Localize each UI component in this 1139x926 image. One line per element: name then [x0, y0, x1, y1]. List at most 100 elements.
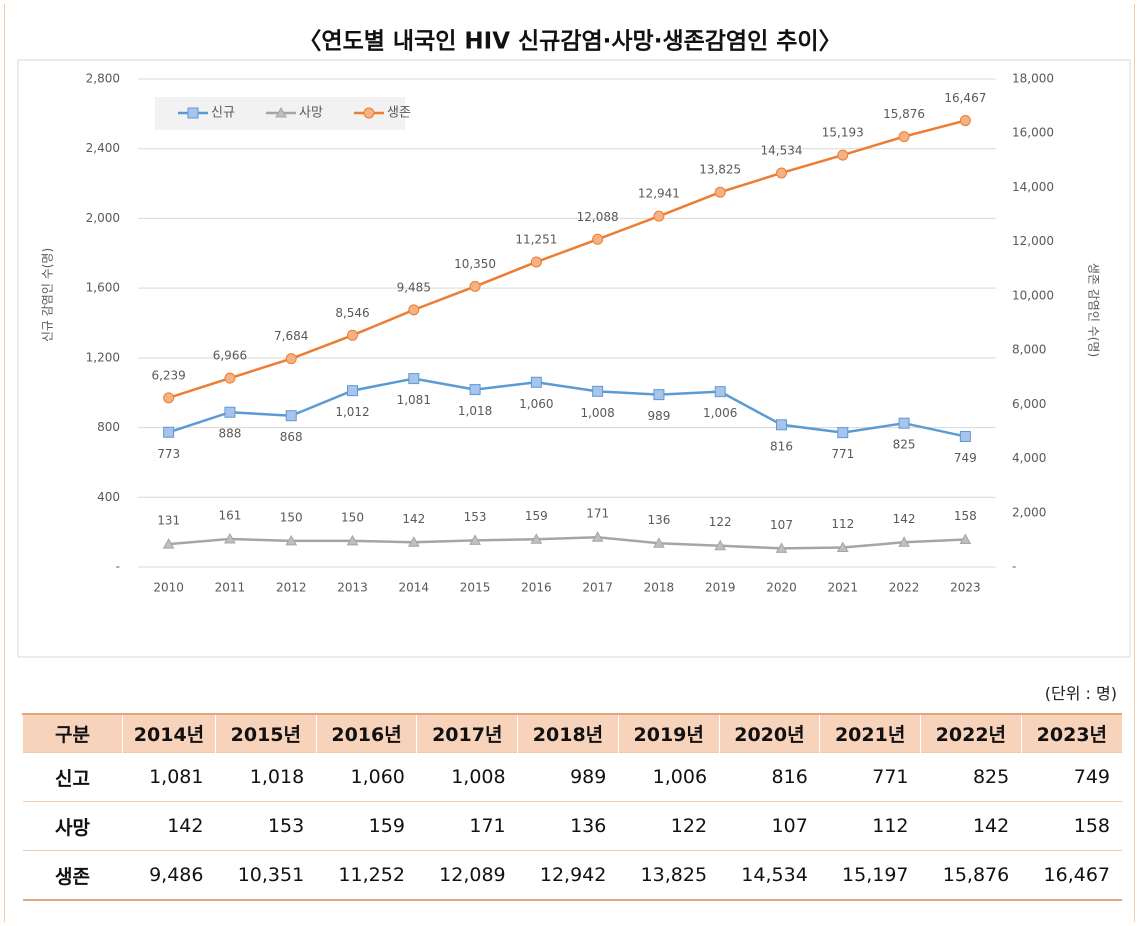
- chart-area: [17, 59, 1131, 658]
- cell: 158: [1021, 801, 1122, 851]
- header-cell: 2017년: [416, 714, 518, 753]
- y-tick-label: 2,800: [86, 72, 120, 86]
- header-cell: 2015년: [214, 714, 317, 753]
- legend-marker: [187, 107, 199, 119]
- data-label: 13,825: [699, 163, 741, 177]
- marker: [592, 385, 604, 397]
- cell: 16,467: [1021, 850, 1122, 900]
- chart-title: 〈연도별 내국인 HIV 신규감염·사망·생존감염인 추이〉: [298, 29, 841, 55]
- marker: [898, 131, 910, 143]
- data-label: 11,251: [515, 232, 557, 246]
- marker: [714, 386, 726, 398]
- marker: [836, 541, 849, 552]
- header-cell: 구분: [22, 714, 123, 753]
- cell: 749: [1021, 752, 1122, 802]
- marker: [408, 304, 420, 316]
- cell: 142: [920, 801, 1022, 851]
- marker: [469, 384, 481, 396]
- data-label: 107: [770, 518, 793, 532]
- marker: [224, 532, 236, 544]
- x-tick-label: 2015: [460, 581, 491, 595]
- marker: [285, 410, 297, 422]
- cell: 9,486: [122, 850, 216, 900]
- header-cell: 2018년: [517, 714, 619, 753]
- y2-tick-label: -: [1012, 560, 1016, 574]
- marker: [837, 427, 849, 439]
- data-label: 773: [157, 447, 180, 461]
- marker: [224, 406, 236, 418]
- cell: 825: [920, 752, 1022, 802]
- cell: 1,060: [316, 752, 417, 802]
- cell: 816: [719, 752, 820, 802]
- series-line: [168, 535, 966, 550]
- marker: [162, 538, 175, 549]
- row: 신고 1,081 1,018 1,060 1,008 989 1,006 816 771 825 7…: [22, 752, 1122, 802]
- data-label: 816: [770, 439, 793, 453]
- cell: 14,534: [719, 850, 820, 900]
- series-line: [168, 119, 966, 400]
- marker: [285, 353, 297, 365]
- data-label: 1,008: [580, 406, 614, 420]
- marker: [776, 419, 787, 431]
- cell: 142: [122, 801, 216, 851]
- frame: [4, 4, 1135, 922]
- data-label: 868: [280, 430, 303, 444]
- legend-label: 생존: [387, 106, 411, 121]
- y-tick-label: 800: [97, 420, 120, 434]
- data-label: 6,966: [213, 349, 247, 363]
- marker: [530, 376, 542, 388]
- data-label: 14,534: [761, 143, 803, 157]
- marker: [592, 233, 604, 245]
- data-label: 989: [647, 409, 670, 423]
- data-label: 158: [954, 509, 977, 523]
- data-label: 12,088: [577, 210, 619, 224]
- data-label: 142: [893, 512, 916, 526]
- data-label: 1,060: [519, 397, 553, 411]
- data-label: 136: [647, 513, 670, 527]
- data-label: 6,239: [151, 368, 185, 382]
- data-label: 150: [341, 510, 364, 524]
- cell: 13,825: [618, 850, 720, 900]
- data-label: 150: [280, 510, 303, 524]
- marker: [469, 534, 481, 545]
- marker: [407, 536, 420, 547]
- data-label: 1,012: [335, 405, 369, 419]
- data-label: 161: [218, 508, 241, 522]
- marker: [347, 329, 358, 341]
- x-tick-label: 2013: [337, 581, 368, 595]
- marker: [591, 531, 604, 542]
- marker: [959, 533, 972, 544]
- legend-label: 사망: [299, 106, 323, 121]
- y2-tick-label: 10,000: [1012, 288, 1054, 302]
- data-label: 153: [464, 510, 487, 524]
- header-cell: 2019년: [617, 714, 720, 753]
- y2-tick-label: 16,000: [1012, 126, 1054, 140]
- data-label: 888: [218, 427, 241, 441]
- marker: [653, 537, 665, 548]
- x-tick-label: 2014: [399, 581, 430, 595]
- data-label: 771: [831, 447, 854, 461]
- data-label: 825: [893, 438, 916, 452]
- data-label: 12,941: [638, 187, 680, 201]
- marker: [714, 186, 726, 198]
- data-label: 16,467: [944, 91, 986, 105]
- marker: [224, 372, 236, 384]
- y2-tick-label: 14,000: [1012, 180, 1054, 194]
- chart: 〈연도별 내국인 HIV 신규감염·사망·생존감염인 추이〉 신규 감염인 수(…: [17, 29, 1131, 658]
- header-cell: 2022년: [920, 714, 1022, 753]
- x-tick-label: 2022: [889, 581, 920, 595]
- marker: [530, 533, 543, 544]
- marker: [714, 539, 727, 551]
- marker: [959, 115, 971, 127]
- y2-tick-label: 12,000: [1012, 234, 1054, 248]
- header-cell: 2014년: [122, 714, 216, 753]
- data-table: 구분 2014년 2015년 2016년 2017년 2018년 2019년 2020년 202…: [22, 713, 1122, 901]
- data-label: 1,006: [703, 406, 737, 420]
- data-label: 171: [586, 507, 609, 521]
- y-tick-label: 1,200: [86, 350, 120, 364]
- marker: [530, 256, 542, 268]
- x-tick-label: 2010: [153, 581, 184, 595]
- data-label: 15,876: [883, 107, 925, 121]
- y2-tick-label: 8,000: [1012, 343, 1046, 357]
